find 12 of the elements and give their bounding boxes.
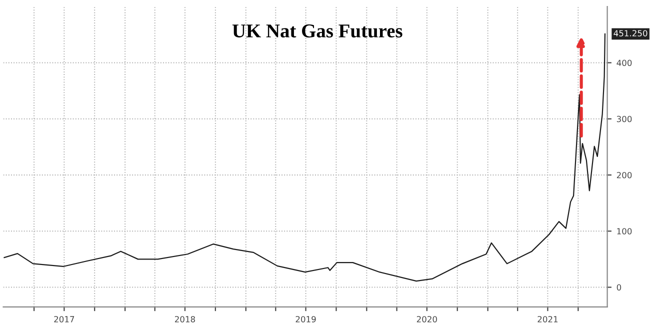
x-tick-label: 2017 <box>54 316 74 322</box>
y-tick-label: 400 <box>616 60 632 66</box>
x-tick-label: 2020 <box>416 316 437 322</box>
x-tick-label: 2021 <box>538 316 558 322</box>
y-tick-label: 200 <box>616 172 632 178</box>
y-tick-label: 0 <box>616 284 622 291</box>
y-tick-label: 100 <box>617 228 632 234</box>
x-tick-label: 2018 <box>174 316 195 322</box>
annotation: 451.250 <box>614 30 648 36</box>
x-tick-label: 2019 <box>296 316 316 322</box>
text: UK Nat Gas Futures <box>232 24 402 38</box>
y-tick-label: 300 <box>616 116 632 122</box>
